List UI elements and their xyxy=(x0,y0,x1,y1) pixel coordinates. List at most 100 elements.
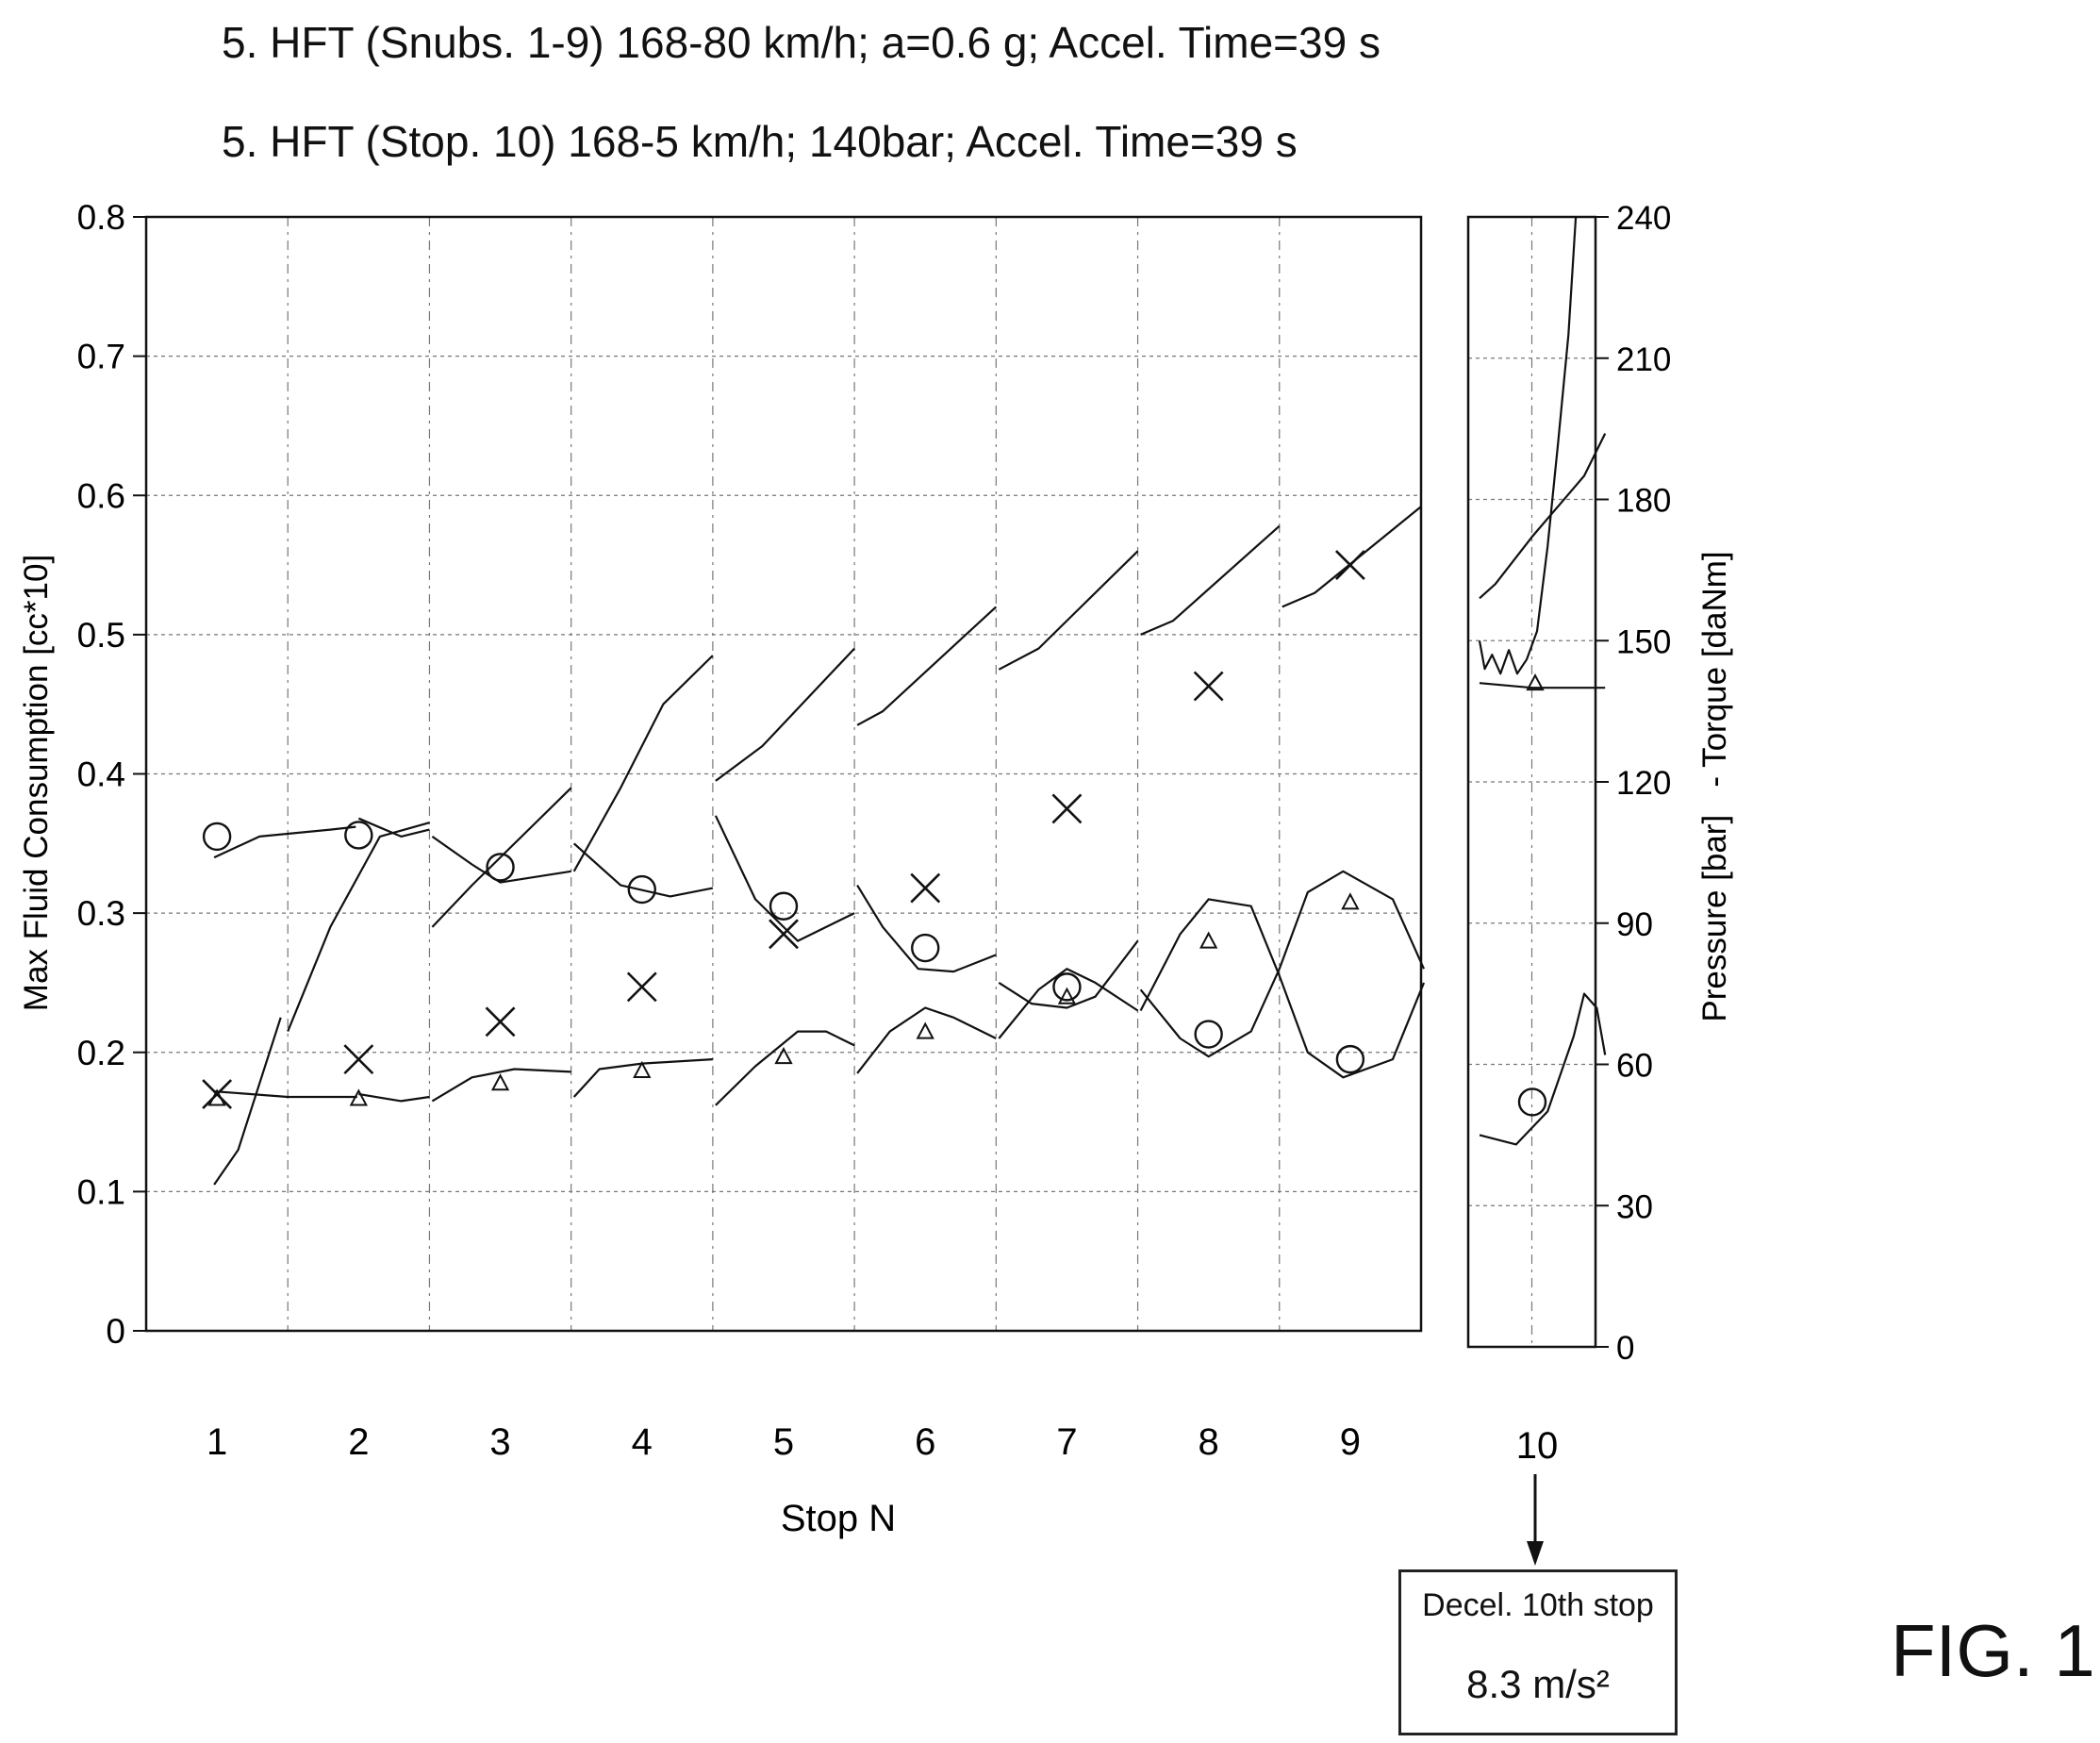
triangle-marker xyxy=(1341,892,1360,910)
right-tick-label: 60 xyxy=(1616,1048,1653,1085)
x-marker-stroke xyxy=(1051,793,1083,824)
circle-marker xyxy=(1052,972,1082,1002)
data-series-line xyxy=(1479,682,1606,689)
figure-label: FIG. 1 xyxy=(1891,1609,2095,1692)
triangle-marker xyxy=(490,1073,510,1091)
data-series-line xyxy=(287,822,430,1033)
left-tick-label: 0.7 xyxy=(77,338,125,376)
circle-marker xyxy=(769,891,799,921)
data-series-line xyxy=(1139,870,1426,1058)
left-tick-label: 0 xyxy=(106,1312,125,1351)
x-tick-label: 5 xyxy=(773,1421,794,1463)
triangle-marker xyxy=(1199,931,1218,949)
data-series-line xyxy=(358,1092,430,1103)
x-tick-label: 9 xyxy=(1340,1421,1361,1463)
x-marker xyxy=(769,919,799,950)
right-tick-label: 210 xyxy=(1616,341,1671,378)
stop10-panel-gridlines xyxy=(1468,217,1596,1347)
data-series-line xyxy=(572,1058,713,1098)
data-series-line xyxy=(572,842,714,898)
data-series-line xyxy=(1478,216,1578,675)
data-series-line xyxy=(715,647,855,782)
data-series-line xyxy=(1281,506,1422,608)
triangle-marker xyxy=(1526,673,1545,691)
left-axis-ticks: 0 0.1 0.2 0.3 0.4 0.5 0.6 0.7 0.8 xyxy=(77,198,146,1351)
right-tick-label: 90 xyxy=(1616,906,1653,943)
x-marker-stroke xyxy=(769,919,799,950)
data-series-line xyxy=(998,968,1139,1039)
x-tick-label: 2 xyxy=(348,1421,369,1463)
x-marker-stroke xyxy=(1193,671,1224,702)
left-tick-label: 0.2 xyxy=(77,1034,125,1072)
data-series-line xyxy=(431,1068,571,1103)
chart-title-line1: 5. HFT (Snubs. 1-9) 168-80 km/h; a=0.6 g… xyxy=(222,18,1381,67)
circle-marker xyxy=(1517,1087,1547,1117)
x-tick-label: 3 xyxy=(489,1421,510,1463)
left-tick-label: 0.6 xyxy=(77,476,125,515)
data-series-line xyxy=(431,836,571,884)
x-tick-label: 1 xyxy=(207,1421,227,1463)
data-series-line xyxy=(1479,433,1607,600)
decel-annotation-value: 8.3 m/s² xyxy=(1466,1662,1610,1706)
data-series-line xyxy=(213,825,356,859)
decel-annotation-box: Decel. 10th stop 8.3 m/s² xyxy=(1398,1569,1678,1735)
data-series-line xyxy=(714,815,855,942)
data-series-line xyxy=(1139,898,1426,1079)
circle-marker xyxy=(1335,1044,1365,1074)
triangle-marker xyxy=(1057,987,1077,1004)
left-tick-label: 0.1 xyxy=(77,1172,125,1211)
circle-marker xyxy=(627,874,656,905)
circle-marker xyxy=(486,853,515,882)
x-marker xyxy=(1051,793,1083,824)
circle-marker xyxy=(344,821,373,850)
triangle-marker xyxy=(774,1047,793,1065)
data-series-line xyxy=(1140,524,1281,636)
x-marker-stroke xyxy=(343,1044,374,1075)
data-series-line xyxy=(856,606,998,726)
stop10-panel-markers xyxy=(1517,673,1547,1117)
x-marker xyxy=(910,872,941,904)
x-axis-label: Stop N xyxy=(781,1498,896,1539)
x-marker xyxy=(202,1079,233,1109)
data-series-line xyxy=(572,655,714,872)
triangle-marker xyxy=(349,1088,369,1106)
y-axis-right-label: Pressure [bar] - Torque [daNm] xyxy=(1696,551,1733,1021)
x-marker xyxy=(1193,671,1224,702)
data-series-line xyxy=(856,1006,997,1074)
x-marker xyxy=(1334,550,1365,580)
right-tick-label: 0 xyxy=(1616,1330,1634,1367)
x-marker-stroke xyxy=(485,1006,516,1038)
main-plot-gridlines xyxy=(146,217,1421,1331)
x-marker-stroke xyxy=(1334,550,1365,580)
data-series-line xyxy=(998,550,1139,671)
y-axis-left-label: Max Fluid Consumption [cc*10] xyxy=(18,555,55,1011)
data-series-line xyxy=(357,817,430,838)
data-series-line xyxy=(998,939,1139,1009)
x-marker-stroke xyxy=(910,872,941,904)
stop10-panel-curves xyxy=(1478,216,1607,1146)
data-series-line xyxy=(431,787,572,928)
right-tick-label: 240 xyxy=(1616,200,1671,237)
left-tick-label: 0.3 xyxy=(77,894,125,933)
data-series-line xyxy=(856,885,997,973)
data-series-line xyxy=(715,1030,855,1106)
right-tick-label: 180 xyxy=(1616,483,1671,520)
x-tick-label: 6 xyxy=(915,1421,935,1463)
x-tick-label: 10 xyxy=(1516,1425,1559,1467)
chart-title-line2: 5. HFT (Stop. 10) 168-5 km/h; 140bar; Ac… xyxy=(222,117,1298,166)
x-tick-label: 7 xyxy=(1056,1421,1077,1463)
x-marker xyxy=(485,1006,516,1038)
right-tick-label: 150 xyxy=(1616,623,1671,660)
x-tick-label: 4 xyxy=(632,1421,653,1463)
data-series-line xyxy=(214,1090,357,1099)
left-tick-label: 0.4 xyxy=(77,755,125,794)
x-marker xyxy=(343,1044,374,1075)
right-axis-ticks: 0 30 60 90 120 150 180 210 240 xyxy=(1596,200,1671,1367)
x-tick-label: 8 xyxy=(1199,1421,1219,1463)
circle-marker xyxy=(911,933,940,963)
annotation-arrow-head xyxy=(1527,1541,1544,1566)
data-series-line xyxy=(213,1017,282,1186)
triangle-marker xyxy=(207,1088,226,1106)
circle-marker xyxy=(1194,1020,1223,1049)
